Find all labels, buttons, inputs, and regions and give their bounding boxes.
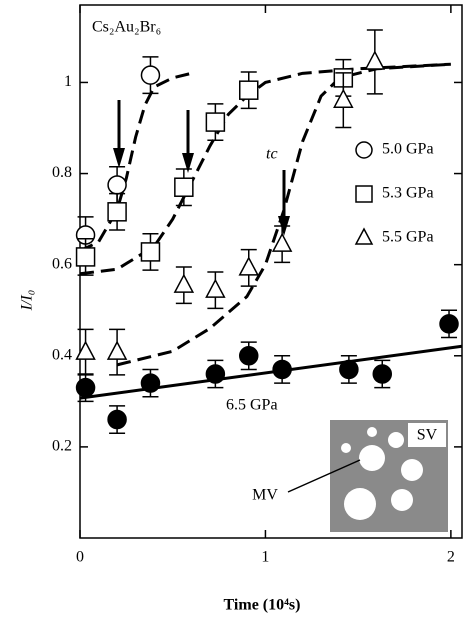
marker bbox=[439, 314, 459, 334]
marker bbox=[238, 256, 259, 276]
marker bbox=[238, 346, 259, 366]
vacancy bbox=[391, 489, 413, 511]
marker bbox=[238, 80, 259, 100]
marker bbox=[271, 232, 293, 252]
x-axis-label: Time (10⁴s) bbox=[224, 597, 301, 614]
marker bbox=[107, 175, 127, 195]
y-tick-label: 1 bbox=[64, 73, 72, 90]
vacancy bbox=[359, 445, 385, 471]
marker bbox=[272, 359, 292, 380]
chart-title: Cs₂Au₂Br₆ bbox=[92, 19, 161, 36]
marker bbox=[75, 247, 96, 267]
legend-label: 5.5 GPa bbox=[382, 229, 434, 246]
fit-curve bbox=[116, 62, 451, 367]
inset-label: SV bbox=[417, 427, 438, 444]
marker bbox=[106, 340, 128, 360]
inset-label-box bbox=[408, 423, 446, 447]
arrow-head bbox=[113, 148, 125, 168]
legend-label: 5.0 GPa bbox=[382, 141, 434, 158]
marker bbox=[140, 242, 161, 262]
fit-curve bbox=[79, 71, 192, 253]
plot-frame bbox=[79, 4, 463, 539]
vacancy bbox=[367, 427, 377, 437]
marker bbox=[75, 377, 96, 398]
marker bbox=[173, 273, 195, 293]
arrow-head bbox=[182, 153, 194, 173]
vacancy bbox=[401, 459, 423, 481]
legend-marker bbox=[355, 141, 373, 159]
marker bbox=[339, 359, 359, 380]
marker bbox=[107, 202, 127, 222]
x-tick-label: 1 bbox=[261, 549, 269, 566]
marker bbox=[140, 65, 161, 85]
marker bbox=[75, 340, 96, 360]
marker bbox=[174, 177, 194, 197]
fit-curve bbox=[79, 344, 463, 400]
marker bbox=[140, 373, 161, 393]
vacancy bbox=[341, 443, 351, 453]
vacancy bbox=[388, 432, 404, 448]
inset-label: MV bbox=[252, 487, 278, 504]
y-tick-label: 0.6 bbox=[52, 255, 72, 272]
x-tick-label: 0 bbox=[76, 549, 84, 566]
marker bbox=[364, 50, 386, 70]
annotation: tc bbox=[266, 146, 278, 163]
vacancy bbox=[344, 488, 376, 520]
pointer bbox=[287, 459, 361, 493]
legend-marker bbox=[354, 227, 374, 245]
marker bbox=[372, 364, 393, 384]
legend-marker bbox=[355, 185, 373, 203]
y-tick-label: 0.2 bbox=[52, 438, 72, 455]
x-tick-label: 2 bbox=[447, 549, 455, 566]
y-tick-label: 0.8 bbox=[52, 164, 72, 181]
inset: SV MV bbox=[252, 420, 448, 532]
y-tick-label: 0.4 bbox=[52, 346, 72, 363]
marker bbox=[333, 88, 354, 108]
series-label: 6.5 GPa bbox=[226, 397, 278, 414]
y-axis-label: I/I₀ bbox=[19, 290, 36, 312]
legend-label: 5.3 GPa bbox=[382, 185, 434, 202]
marker bbox=[205, 112, 226, 132]
marker bbox=[107, 409, 127, 430]
marker bbox=[205, 364, 226, 384]
marker bbox=[205, 278, 226, 298]
